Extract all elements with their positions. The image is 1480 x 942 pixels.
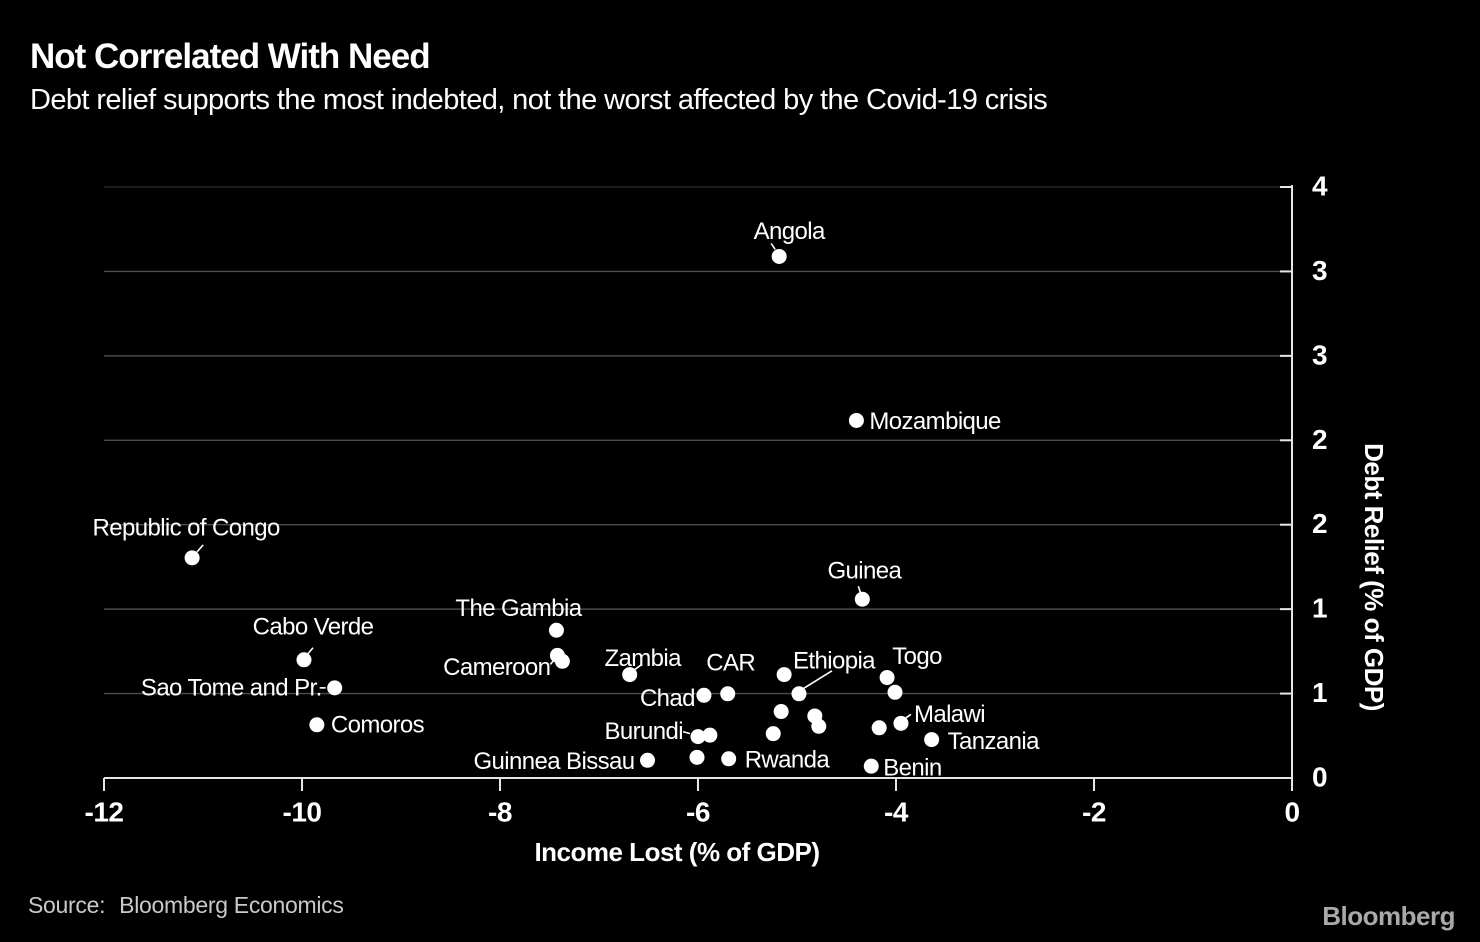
source-note: Source: Bloomberg Economics — [28, 892, 344, 919]
data-point — [776, 667, 792, 683]
leader-line — [634, 663, 643, 671]
x-tick-label: -2 — [1082, 797, 1106, 828]
x-tick-label: 0 — [1284, 797, 1299, 828]
y-tick-label: 3 — [1312, 255, 1327, 286]
data-point — [689, 749, 705, 765]
data-point — [863, 758, 879, 774]
point-label: Sao Tome and Pr. — [141, 674, 322, 701]
point-label: Republic of Congo — [92, 514, 280, 541]
data-point — [327, 680, 343, 696]
x-tick-label: -12 — [85, 797, 124, 828]
data-point — [879, 670, 895, 686]
data-point — [773, 704, 789, 720]
source-value: Bloomberg Economics — [119, 892, 344, 918]
data-point — [924, 732, 940, 748]
leader-line — [307, 647, 314, 655]
point-label: Togo — [892, 643, 942, 670]
data-point — [696, 687, 712, 703]
y-tick-label: 1 — [1312, 677, 1327, 708]
point-label: Tanzania — [948, 728, 1041, 755]
point-label: Burundi — [604, 718, 683, 745]
data-point — [720, 686, 736, 702]
data-point — [721, 751, 737, 767]
data-point — [622, 667, 638, 683]
point-label: Guinea — [827, 558, 902, 585]
y-tick-label: 0 — [1312, 762, 1327, 793]
x-tick-label: -8 — [488, 797, 512, 828]
y-tick-label: 3 — [1312, 339, 1327, 370]
data-point — [854, 591, 870, 607]
point-label: Cameroon — [443, 654, 550, 681]
source-label: Source: — [28, 892, 106, 918]
chart-subtitle: Debt relief supports the most indebted, … — [30, 83, 1048, 116]
y-tick-label: 1 — [1312, 593, 1327, 624]
point-label: Ethiopia — [793, 647, 876, 674]
data-point — [771, 248, 787, 264]
data-point — [702, 727, 718, 743]
data-point — [811, 718, 827, 734]
point-label: Benin — [883, 755, 941, 782]
y-axis-title: Debt Relief (% of GDP) — [1359, 443, 1389, 711]
point-label: CAR — [706, 649, 755, 676]
data-point — [848, 412, 864, 428]
data-point — [554, 653, 570, 669]
chart-title: Not Correlated With Need — [30, 37, 431, 76]
data-point — [871, 720, 887, 736]
point-label: Angola — [754, 218, 826, 245]
point-label: Malawi — [914, 701, 985, 728]
chart-header: Not Correlated With Need Debt relief sup… — [30, 37, 1450, 116]
bloomberg-logo: Bloomberg — [1322, 901, 1455, 931]
point-label: The Gambia — [455, 595, 582, 622]
leader-line — [770, 242, 776, 250]
leader-line — [802, 670, 833, 690]
point-label: Cabo Verde — [253, 613, 374, 640]
x-tick-label: -6 — [686, 797, 710, 828]
data-point — [887, 684, 903, 700]
point-label: Guinnea Bissau — [473, 748, 634, 775]
y-tick-label: 2 — [1312, 508, 1327, 539]
leader-line — [196, 544, 204, 553]
point-label: Zambia — [604, 645, 682, 672]
data-point — [765, 726, 781, 742]
data-point — [893, 715, 909, 731]
leader-line — [857, 585, 862, 593]
leader-line — [682, 730, 691, 735]
data-point — [640, 752, 656, 768]
data-point — [791, 686, 807, 702]
point-label: Comoros — [331, 711, 425, 738]
y-tick-label: 2 — [1312, 424, 1327, 455]
x-tick-label: -4 — [884, 797, 909, 828]
data-point — [184, 550, 200, 566]
x-axis-title: Income Lost (% of GDP) — [534, 837, 819, 867]
x-tick-label: -10 — [283, 797, 322, 828]
y-tick-label: 4 — [1312, 171, 1328, 202]
data-point — [690, 729, 706, 745]
data-point — [548, 622, 564, 638]
point-label: Mozambique — [869, 408, 1001, 435]
point-label: Rwanda — [745, 746, 831, 773]
point-label: Chad — [640, 685, 695, 712]
data-point — [309, 717, 325, 733]
data-point — [296, 652, 312, 668]
